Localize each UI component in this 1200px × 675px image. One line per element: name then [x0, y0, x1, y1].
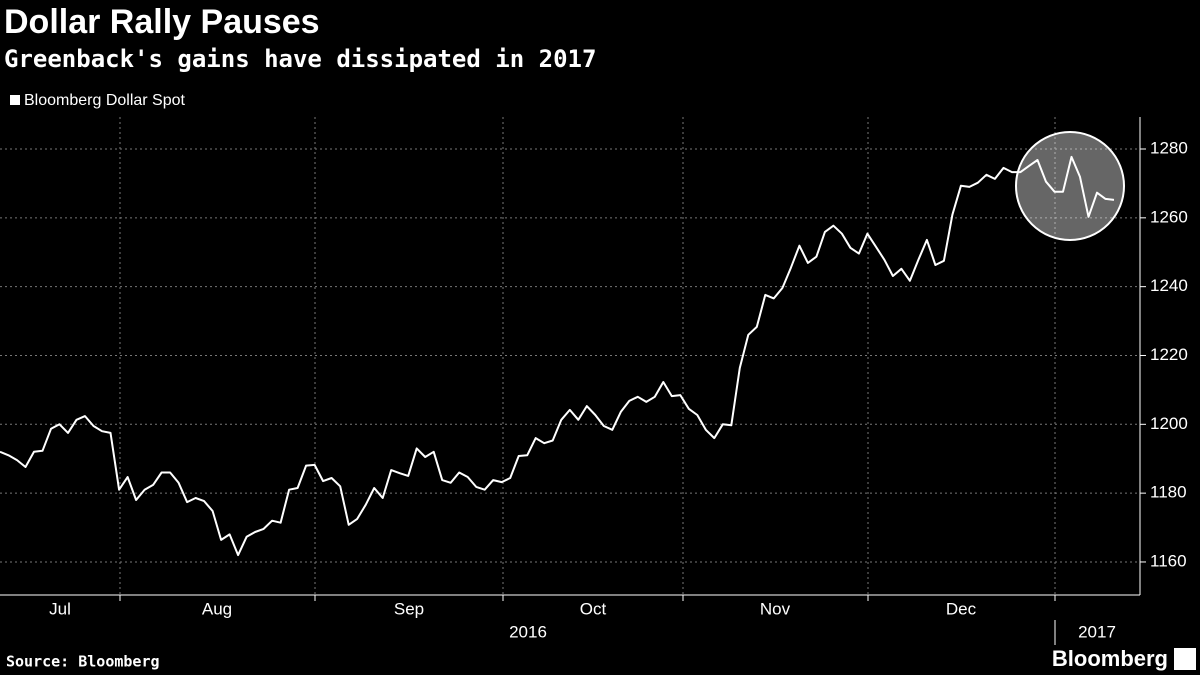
legend-swatch [10, 95, 20, 105]
x-tick-label: Oct [580, 599, 607, 618]
x-tick-label: Sep [394, 599, 424, 618]
x-tick-label: Dec [946, 599, 977, 618]
y-tick-label: 1280 [1150, 138, 1188, 157]
highlight-circle [1015, 131, 1125, 241]
y-tick-label: 1220 [1150, 345, 1188, 364]
x-tick-label: Jul [49, 599, 71, 618]
y-tick-label: 1180 [1150, 483, 1187, 502]
y-tick-label: 1160 [1150, 551, 1187, 570]
brand-icon [1174, 648, 1196, 670]
legend-label: Bloomberg Dollar Spot [24, 92, 186, 109]
source: Source: Bloomberg [6, 653, 160, 671]
data-line [0, 155, 1115, 557]
x-tick-label: Nov [760, 599, 791, 618]
chart-title: Dollar Rally Pauses [4, 3, 320, 41]
year-label: 2016 [509, 622, 547, 641]
x-tick-label: Aug [202, 599, 232, 618]
y-tick-label: 1200 [1150, 414, 1188, 433]
y-tick-label: 1240 [1150, 276, 1188, 295]
chart-subtitle: Greenback's gains have dissipated in 201… [4, 45, 596, 73]
y-tick-label: 1260 [1150, 207, 1188, 226]
x-tick-label: 2017 [1078, 622, 1116, 641]
brand: Bloomberg [1052, 646, 1168, 671]
